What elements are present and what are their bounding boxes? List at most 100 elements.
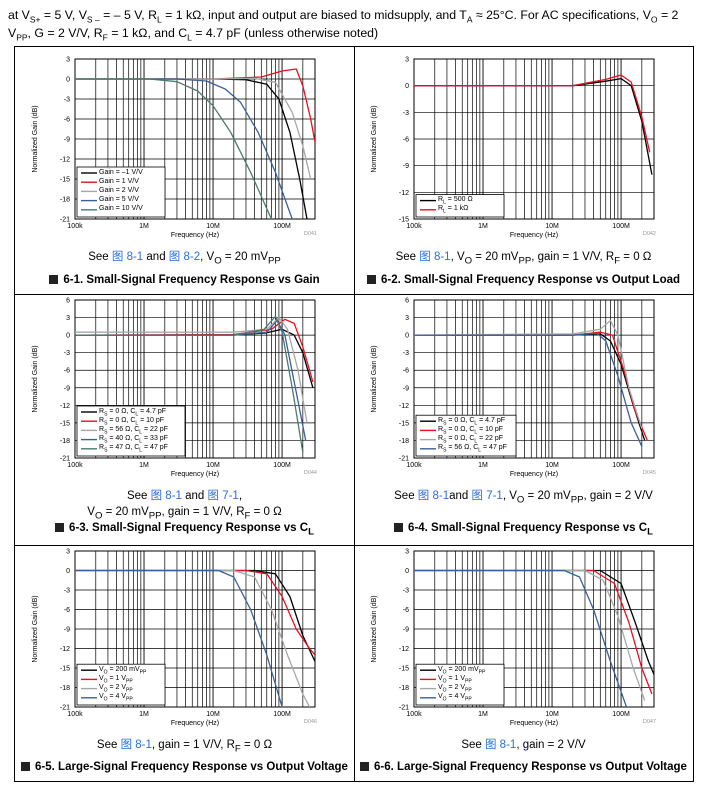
legend-entry: VO = 200 mVPP <box>99 666 146 675</box>
y-tick-label: -21 <box>399 456 409 463</box>
series-group <box>414 74 653 175</box>
x-tick-label: 100k <box>406 711 422 718</box>
y-tick-label: -12 <box>399 403 409 410</box>
y-tick-label: -3 <box>64 350 70 357</box>
grid-divider-vertical <box>354 47 355 781</box>
y-axis-label: Normalized Gain (dB) <box>371 105 378 172</box>
legend: RL = 500 ΩRL = 1 kΩ <box>415 194 505 218</box>
y-tick-label: 3 <box>66 315 70 322</box>
figure-6-4: 6 3 0 -3 -6 -9 -12 -15 -18 -21 100k 1M 10M 100M Freque… <box>354 294 693 545</box>
legend-entry: VO = 4 VPP <box>438 693 472 702</box>
x-tick-label: 1M <box>139 462 149 469</box>
y-tick-label: 0 <box>405 333 409 340</box>
y-tick-label: 0 <box>405 83 409 90</box>
y-axis-label: Normalized Gain (dB) <box>371 595 378 662</box>
series-line-2 <box>75 569 315 656</box>
plot-frame <box>413 58 655 220</box>
figure-caption: 6-6. Large-Signal Frequency Response vs … <box>354 761 693 773</box>
y-tick-label: -21 <box>60 456 70 463</box>
grid-divider-row-1 <box>15 294 693 295</box>
y-tick-label: -9 <box>64 137 70 144</box>
grid-divider-row-2 <box>15 545 693 546</box>
series-line-3 <box>75 77 312 180</box>
series-line-3 <box>414 319 643 429</box>
y-tick-label: -18 <box>399 685 409 692</box>
y-tick-label: -9 <box>64 627 70 634</box>
y-tick-label: -6 <box>403 607 409 614</box>
y-tick-label: -15 <box>399 666 409 673</box>
legend-entry: RL = 500 Ω <box>438 196 473 205</box>
figure-marker-icon <box>55 522 65 532</box>
x-tick-label: 100k <box>406 223 422 230</box>
x-tick-label: 10M <box>545 462 559 469</box>
series-line-1 <box>75 328 314 388</box>
x-tick-label: 100M <box>273 711 291 718</box>
y-tick-label: -12 <box>399 646 409 653</box>
x-tick-label: 100k <box>67 462 83 469</box>
x-tick-label: 100k <box>67 223 83 230</box>
x-tick-label: 10M <box>545 711 559 718</box>
legend-entry: RS = 0 Ω, CL = 22 pF <box>438 435 503 444</box>
figure-code: D047 <box>643 719 656 725</box>
x-tick-label: 10M <box>206 462 220 469</box>
plot-frame <box>74 550 316 708</box>
series-line-2 <box>414 74 651 153</box>
y-tick-label: -3 <box>403 110 409 117</box>
plot-frame <box>74 299 316 459</box>
y-tick-label: 0 <box>66 333 70 340</box>
figure-marker-icon <box>49 275 59 284</box>
x-tick-label: 1M <box>478 711 488 718</box>
figure-marker-icon <box>366 275 376 284</box>
y-tick-label: -3 <box>64 588 70 595</box>
x-axis-label: Frequency (Hz) <box>510 471 558 478</box>
x-axis-label: Frequency (Hz) <box>171 232 219 239</box>
figure-caption: 6-3. Small-Signal Frequency Response vs … <box>15 522 354 537</box>
y-tick-label: 3 <box>66 57 70 64</box>
legend-entry: RL = 1 kΩ <box>438 205 468 214</box>
x-tick-label: 100M <box>612 462 630 469</box>
figure-code: D041 <box>304 231 317 237</box>
y-tick-label: -18 <box>399 438 409 445</box>
x-tick-label: 100M <box>612 223 630 230</box>
y-tick-label: -15 <box>399 420 409 427</box>
x-axis-label: Frequency (Hz) <box>171 720 219 727</box>
legend-entry: RS = 40 Ω, CL = 33 pF <box>99 435 168 444</box>
y-tick-label: -21 <box>60 705 70 712</box>
x-tick-label: 1M <box>478 462 488 469</box>
y-tick-label: -15 <box>60 177 70 184</box>
legend-entry: RS = 0 Ω, CL = 10 pF <box>99 417 164 426</box>
figure-code: D045 <box>643 470 656 476</box>
legend-entry: RS = 0 Ω, CL = 4.7 pF <box>438 417 505 426</box>
x-tick-label: 100M <box>273 223 291 230</box>
y-tick-label: -21 <box>60 217 70 224</box>
y-tick-label: -21 <box>399 705 409 712</box>
y-tick-label: -6 <box>64 368 70 375</box>
legend-entry: Gain = 10 V/V <box>99 205 143 212</box>
series-line-4 <box>75 569 283 707</box>
legend-entry: RS = 56 Ω, CL = 47 pF <box>438 444 507 453</box>
series-group <box>75 315 314 453</box>
legend-entry: Gain = –1 V/V <box>99 169 143 176</box>
y-tick-label: -9 <box>403 385 409 392</box>
y-axis-label: Normalized Gain (dB) <box>371 345 378 412</box>
x-tick-label: 1M <box>139 711 149 718</box>
series-group <box>414 319 648 447</box>
y-tick-label: -15 <box>60 420 70 427</box>
legend-entry: VO = 1 VPP <box>438 675 472 684</box>
y-tick-label: -18 <box>60 438 70 445</box>
figure-note: See 图 8-1, gain = 1 V/V, RF = 0 Ω <box>96 739 273 755</box>
x-tick-label: 10M <box>206 223 220 230</box>
y-tick-label: -12 <box>60 403 70 410</box>
x-tick-label: 10M <box>545 223 559 230</box>
series-line-5 <box>75 78 272 219</box>
series-group <box>75 68 315 219</box>
x-tick-label: 100M <box>612 711 630 718</box>
x-axis-label: Frequency (Hz) <box>510 720 558 727</box>
figure-6-3: 6 3 0 -3 -6 -9 -12 -15 -18 -21 100k 1M 10M 100M Freque… <box>15 294 354 545</box>
figure-6-1: 3 0 -3 -6 -9 -12 -15 -18 -21 100k 1M 10M 100M Frequen… <box>15 47 354 294</box>
